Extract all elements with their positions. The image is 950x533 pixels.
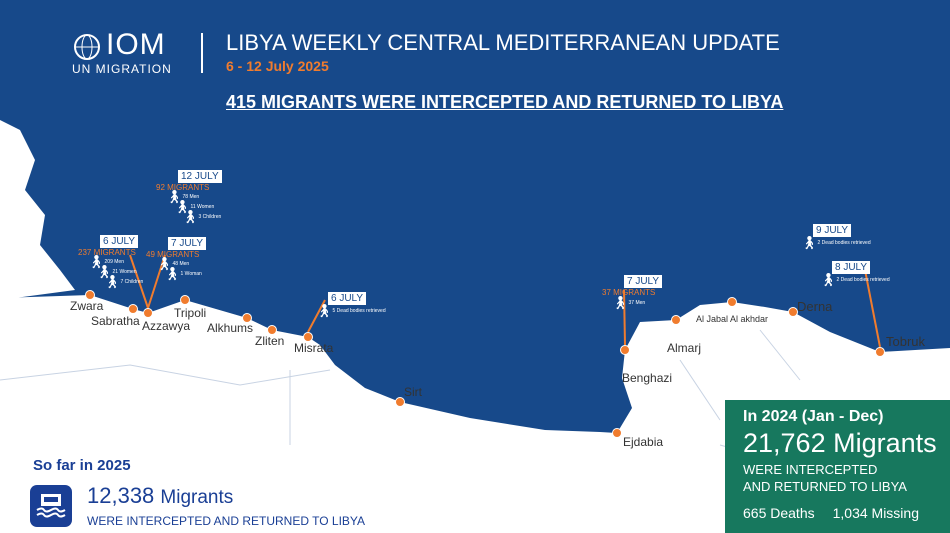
event-date: 7 JULY bbox=[168, 237, 207, 250]
event-callout: 7 JULY 37 MIGRANTS 🚶︎ 37 Men bbox=[602, 269, 663, 310]
person-icon: 🚶︎ bbox=[820, 272, 837, 288]
city-marker bbox=[727, 297, 737, 307]
logo-subtext: UN MIGRATION bbox=[72, 62, 172, 76]
event-migrants: 37 MIGRANTS bbox=[602, 288, 656, 297]
boat-icon bbox=[30, 485, 72, 527]
event-detail: 21 Women bbox=[112, 269, 137, 275]
tunisia-coast bbox=[0, 120, 75, 300]
city-label: Azzawya bbox=[142, 319, 191, 333]
person-icon: 🚶︎ bbox=[104, 274, 121, 290]
city-label: Ejdabia bbox=[623, 435, 664, 449]
event-migrants: 92 MIGRANTS bbox=[156, 183, 210, 192]
event-detail: 7 Children bbox=[120, 279, 144, 285]
event-detail: 2 Dead bodies retrieved bbox=[817, 240, 871, 246]
summary-2025-label: So far in 2025 bbox=[33, 457, 131, 474]
city-label: Sirt bbox=[404, 385, 422, 399]
city-label: Tobruk bbox=[886, 334, 926, 349]
event-callout: 6 JULY 🚶︎ 5 Dead bodies retrieved bbox=[316, 286, 386, 318]
city-label: Tripoli bbox=[174, 306, 207, 320]
event-date: 9 JULY bbox=[813, 224, 852, 237]
event-callout: 6 JULY 237 MIGRANTS 🚶︎ 209 Men 🚶︎ 21 Women 🚶︎ 7… bbox=[78, 229, 144, 290]
city-marker bbox=[671, 315, 681, 325]
person-icon: 🚶︎ bbox=[166, 189, 183, 205]
event-date: 6 JULY bbox=[328, 292, 367, 305]
headline: 415 MIGRANTS WERE INTERCEPTED AND RETURN… bbox=[226, 92, 784, 112]
summary-2024-text1: WERE INTERCEPTED bbox=[743, 462, 878, 477]
city-label: Benghazi bbox=[622, 371, 673, 385]
person-icon: 🚶︎ bbox=[96, 264, 113, 280]
event-detail: 5 Dead bodies retrieved bbox=[332, 308, 386, 314]
event-migrants: 49 MIGRANTS bbox=[146, 250, 200, 259]
summary-2025-count: 12,338 Migrants bbox=[87, 483, 233, 509]
person-icon: 🚶︎ bbox=[164, 266, 181, 282]
person-icon: 🚶︎ bbox=[316, 303, 333, 319]
city-marker bbox=[875, 347, 885, 357]
event-callout: 9 JULY 🚶︎ 2 Dead bodies retrieved bbox=[801, 218, 871, 250]
city-marker bbox=[303, 332, 313, 342]
event-callout: 12 JULY 92 MIGRANTS 🚶︎ 78 Men 🚶︎ 11 Women 🚶︎ 3 … bbox=[156, 164, 222, 225]
event-detail: 1 Woman bbox=[180, 271, 202, 277]
event-detail: 3 Children bbox=[198, 214, 222, 220]
event-detail: 78 Men bbox=[182, 194, 200, 200]
globe-icon bbox=[74, 34, 100, 60]
city-label: Alkhums bbox=[207, 321, 254, 335]
city-marker bbox=[85, 290, 95, 300]
summary-2024-count: 21,762 Migrants bbox=[743, 428, 937, 458]
city-marker bbox=[267, 325, 277, 335]
event-detail: 2 Dead bodies retrieved bbox=[836, 277, 890, 283]
summary-2025-text: WERE INTERCEPTED AND RETURNED TO LIBYA bbox=[87, 514, 366, 528]
event-detail: 37 Men bbox=[628, 300, 646, 306]
event-callout: 7 JULY 49 MIGRANTS 🚶︎ 48 Men 🚶︎ 1 Woman bbox=[146, 231, 207, 281]
person-icon: 🚶︎ bbox=[174, 199, 191, 215]
city-label: Misrata bbox=[294, 341, 334, 355]
person-icon: 🚶︎ bbox=[156, 256, 173, 272]
person-icon: 🚶︎ bbox=[801, 235, 818, 251]
event-migrants: 237 MIGRANTS bbox=[78, 248, 136, 257]
city-label: Sabratha bbox=[91, 314, 140, 328]
event-callout: 8 JULY 🚶︎ 2 Dead bodies retrieved bbox=[820, 255, 890, 287]
logo-text: IOM bbox=[106, 28, 166, 61]
event-date: 7 JULY bbox=[624, 275, 663, 288]
person-icon: 🚶︎ bbox=[182, 209, 199, 225]
deaths: 665 Deaths bbox=[743, 505, 815, 521]
city-marker bbox=[395, 397, 405, 407]
event-date: 6 JULY bbox=[100, 235, 139, 248]
person-icon: 🚶︎ bbox=[612, 295, 629, 311]
city-marker bbox=[242, 313, 252, 323]
date-range: 6 - 12 July 2025 bbox=[226, 58, 329, 74]
city-label: Al Jabal Al akhdar bbox=[696, 314, 769, 324]
divider bbox=[201, 33, 203, 73]
summary-2024-panel: In 2024 (Jan - Dec) 21,762 Migrants WERE… bbox=[725, 400, 950, 533]
city-marker bbox=[128, 304, 138, 314]
city-marker bbox=[143, 308, 153, 318]
city-marker bbox=[180, 295, 190, 305]
city-marker bbox=[788, 307, 798, 317]
city-marker bbox=[620, 345, 630, 355]
unit-2025: Migrants bbox=[160, 487, 234, 508]
event-detail: 11 Women bbox=[190, 204, 215, 210]
event-date: 8 JULY bbox=[832, 261, 871, 274]
event-detail: 48 Men bbox=[172, 261, 190, 267]
person-icon: 🚶︎ bbox=[88, 254, 105, 270]
city-marker bbox=[612, 428, 622, 438]
city-label: Zwara bbox=[70, 299, 104, 313]
bottom-panel bbox=[0, 455, 725, 533]
city-label: Derna bbox=[797, 299, 833, 314]
summary-2024-label: In 2024 (Jan - Dec) bbox=[743, 408, 884, 425]
city-label: Zliten bbox=[255, 334, 285, 348]
event-detail: 209 Men bbox=[104, 259, 124, 265]
summary-2024-text2: AND RETURNED TO LIBYA bbox=[743, 479, 907, 494]
event-date: 12 JULY bbox=[178, 170, 222, 183]
missing: 1,034 Missing bbox=[832, 505, 919, 521]
city-label: Almarj bbox=[667, 341, 702, 355]
count-2025: 12,338 bbox=[87, 483, 155, 508]
page-title: LIBYA WEEKLY CENTRAL MEDITERRANEAN UPDAT… bbox=[226, 30, 780, 55]
